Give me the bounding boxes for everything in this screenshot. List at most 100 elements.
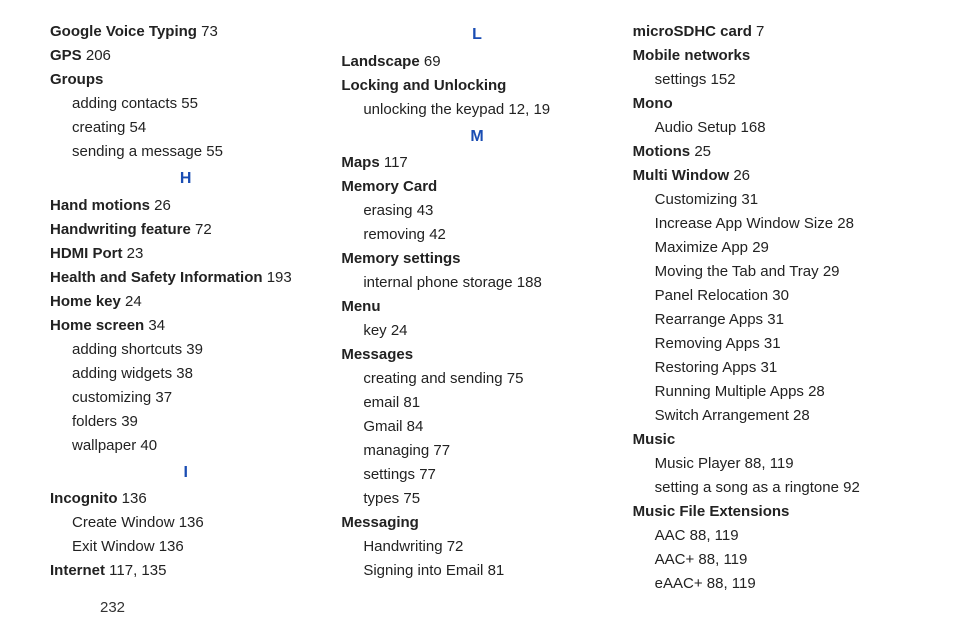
page-ref[interactable]: 88, 119 xyxy=(741,455,794,472)
page-ref[interactable]: 26 xyxy=(729,167,750,184)
page-ref[interactable]: 31 xyxy=(763,311,784,328)
index-subentry: unlocking the keypad 12, 19 xyxy=(341,98,612,122)
subentry-text: customizing xyxy=(72,389,151,406)
index-entry: Landscape 69 xyxy=(341,50,612,74)
subentry-text: settings xyxy=(655,71,707,88)
page-ref[interactable]: 42 xyxy=(425,226,446,243)
subentry-text: Switch Arrangement xyxy=(655,407,789,424)
index-subentry: setting a song as a ringtone 92 xyxy=(633,476,904,500)
subentry-text: Maximize App xyxy=(655,239,748,256)
index-entry: Music xyxy=(633,428,904,452)
subentry-text: creating xyxy=(72,119,125,136)
index-entry: Internet 117, 135 xyxy=(50,559,321,583)
index-term: GPS xyxy=(50,47,82,64)
page-ref[interactable]: 12, 19 xyxy=(504,101,550,118)
page-ref[interactable]: 88, 119 xyxy=(694,551,747,568)
page-ref[interactable]: 39 xyxy=(182,341,203,358)
page-ref[interactable]: 81 xyxy=(483,562,504,579)
subentry-text: Gmail xyxy=(363,418,402,435)
index-subentry: settings 77 xyxy=(341,463,612,487)
index-subentry: Panel Relocation 30 xyxy=(633,284,904,308)
subentry-text: Increase App Window Size xyxy=(655,215,833,232)
index-subentry: folders 39 xyxy=(50,410,321,434)
page-ref[interactable]: 92 xyxy=(839,479,860,496)
page-ref[interactable]: 29 xyxy=(748,239,769,256)
page-ref[interactable]: 188 xyxy=(513,274,542,291)
page-ref[interactable]: 77 xyxy=(415,466,436,483)
index-term: Incognito xyxy=(50,490,118,507)
page-ref[interactable]: 28 xyxy=(804,383,825,400)
index-term: Handwriting feature xyxy=(50,221,191,238)
index-column-3: microSDHC card 7Mobile networkssettings … xyxy=(633,20,904,596)
page-ref[interactable]: 84 xyxy=(403,418,424,435)
index-subentry: erasing 43 xyxy=(341,199,612,223)
page-ref[interactable]: 28 xyxy=(789,407,810,424)
page-ref[interactable]: 24 xyxy=(121,293,142,310)
index-entry: Google Voice Typing 73 xyxy=(50,20,321,44)
page-ref[interactable]: 77 xyxy=(429,442,450,459)
subentry-text: wallpaper xyxy=(72,437,136,454)
page-ref[interactable]: 81 xyxy=(399,394,420,411)
index-column-2: LLandscape 69Locking and Unlockingunlock… xyxy=(341,20,612,596)
page-ref[interactable]: 168 xyxy=(736,119,765,136)
page-ref[interactable]: 72 xyxy=(191,221,212,238)
page-ref[interactable]: 117, 135 xyxy=(105,562,166,579)
page-ref[interactable]: 88, 119 xyxy=(686,527,739,544)
page-ref[interactable]: 39 xyxy=(117,413,138,430)
page-ref[interactable]: 152 xyxy=(706,71,735,88)
page-ref[interactable]: 28 xyxy=(833,215,854,232)
page-ref[interactable]: 43 xyxy=(413,202,434,219)
page-ref[interactable]: 55 xyxy=(202,143,223,160)
index-subentry: Increase App Window Size 28 xyxy=(633,212,904,236)
section-letter: H xyxy=(50,166,321,192)
page-ref[interactable]: 55 xyxy=(177,95,198,112)
page-ref[interactable]: 88, 119 xyxy=(703,575,756,592)
index-term: Internet xyxy=(50,562,105,579)
page-ref[interactable]: 136 xyxy=(175,514,204,531)
index-entry: Menu xyxy=(341,295,612,319)
index-subentry: removing 42 xyxy=(341,223,612,247)
index-term: Home screen xyxy=(50,317,144,334)
page-ref[interactable]: 7 xyxy=(752,23,765,40)
page-ref[interactable]: 30 xyxy=(768,287,789,304)
page-ref[interactable]: 38 xyxy=(172,365,193,382)
page-ref[interactable]: 34 xyxy=(144,317,165,334)
index-subentry: Maximize App 29 xyxy=(633,236,904,260)
page-ref[interactable]: 25 xyxy=(690,143,711,160)
index-entry: Mobile networks xyxy=(633,44,904,68)
page-ref[interactable]: 54 xyxy=(125,119,146,136)
page-ref[interactable]: 69 xyxy=(420,53,441,70)
index-term: Music File Extensions xyxy=(633,503,790,520)
index-term: Maps xyxy=(341,154,379,171)
index-subentry: Removing Apps 31 xyxy=(633,332,904,356)
page-ref[interactable]: 136 xyxy=(155,538,184,555)
index-subentry: email 81 xyxy=(341,391,612,415)
page-ref[interactable]: 72 xyxy=(443,538,464,555)
index-subentry: sending a message 55 xyxy=(50,140,321,164)
index-entry: HDMI Port 23 xyxy=(50,242,321,266)
page-ref[interactable]: 75 xyxy=(399,490,420,507)
page-ref[interactable]: 37 xyxy=(151,389,172,406)
page-ref[interactable]: 26 xyxy=(150,197,171,214)
page-ref[interactable]: 40 xyxy=(136,437,157,454)
subentry-text: internal phone storage xyxy=(363,274,512,291)
page-ref[interactable]: 136 xyxy=(118,490,147,507)
subentry-text: adding shortcuts xyxy=(72,341,182,358)
index-subentry: Signing into Email 81 xyxy=(341,559,612,583)
subentry-text: key xyxy=(363,322,386,339)
page-ref[interactable]: 31 xyxy=(756,359,777,376)
page-ref[interactable]: 24 xyxy=(387,322,408,339)
page-ref[interactable]: 206 xyxy=(82,47,111,64)
section-letter: I xyxy=(50,460,321,486)
index-subentry: Music Player 88, 119 xyxy=(633,452,904,476)
page-ref[interactable]: 73 xyxy=(197,23,218,40)
page-ref[interactable]: 31 xyxy=(737,191,758,208)
index-term: Multi Window xyxy=(633,167,730,184)
page-ref[interactable]: 23 xyxy=(123,245,144,262)
index-subentry: adding contacts 55 xyxy=(50,92,321,116)
page-ref[interactable]: 193 xyxy=(263,269,292,286)
page-ref[interactable]: 31 xyxy=(760,335,781,352)
page-ref[interactable]: 75 xyxy=(503,370,524,387)
page-ref[interactable]: 29 xyxy=(819,263,840,280)
page-ref[interactable]: 117 xyxy=(380,154,408,171)
